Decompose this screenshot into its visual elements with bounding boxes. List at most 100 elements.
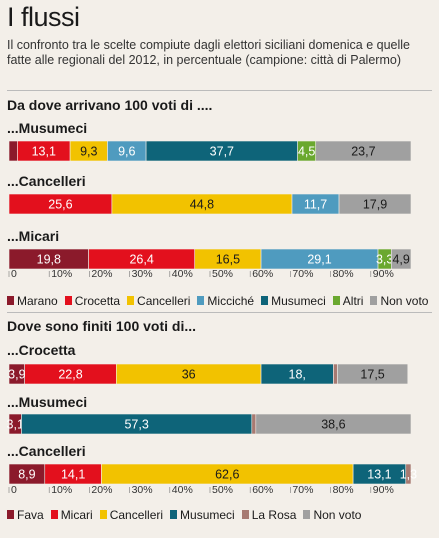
chart1-data-label: 16,5 xyxy=(216,253,240,267)
chart1-bar-non-voto-row1 xyxy=(315,140,412,162)
chart1-tick-label: 60% xyxy=(252,268,273,280)
divider xyxy=(7,312,432,313)
chart1-data-label: 4,9 xyxy=(392,253,409,267)
chart2-tick-label: 10% xyxy=(51,484,72,496)
legend-swatch xyxy=(332,296,340,305)
legend-label: Cancelleri xyxy=(137,294,191,308)
chart2-data-label: 22,8 xyxy=(58,368,82,382)
chart1-title: Da dove arrivano 100 voti di .... xyxy=(7,97,213,113)
chart1-tick-label: 40% xyxy=(172,268,193,280)
legend-item: Micari xyxy=(50,508,93,522)
legend-item: La Rosa xyxy=(241,508,296,522)
chart2-tick-label: 20% xyxy=(91,484,112,496)
legend-label: Musumeci xyxy=(271,294,326,308)
legend-swatch xyxy=(170,510,178,519)
chart2-data-label: 38,6 xyxy=(321,418,345,432)
chart1-tick-label: 30% xyxy=(132,268,153,280)
chart1-row2-label: ...Cancelleri xyxy=(7,173,86,189)
chart1-tick-label: 10% xyxy=(51,268,72,280)
legend-swatch xyxy=(64,296,72,305)
chart1-row3-label: ...Micari xyxy=(7,228,60,244)
legend-item: Non voto xyxy=(303,508,361,522)
chart2-tick-label: 40% xyxy=(172,484,193,496)
chart1-data-label: 3,3 xyxy=(376,253,393,267)
legend-item: Musumeci xyxy=(261,294,326,308)
legend-swatch xyxy=(7,296,14,305)
chart2-data-label: 14,1 xyxy=(61,468,85,482)
chart2-data-label: 13,1 xyxy=(367,468,391,482)
chart1-data-label: 37,7 xyxy=(210,145,234,159)
chart2-row1-label: ...Crocetta xyxy=(7,342,76,358)
legend-item: Musumeci xyxy=(170,508,235,522)
legend-swatch xyxy=(303,510,311,519)
legend-item: Fava xyxy=(7,508,44,522)
page-subtitle: Il confronto tra le scelte compiute dagl… xyxy=(7,38,410,67)
chart1-bar-non-voto-row3 xyxy=(391,248,412,270)
chart1-data-label: 9,6 xyxy=(118,145,135,159)
legend-label: Crocetta xyxy=(74,294,121,308)
divider xyxy=(7,90,432,91)
chart1-row1-label: ...Musumeci xyxy=(7,120,88,136)
legend-swatch xyxy=(7,510,14,519)
legend-item: Non voto xyxy=(370,294,428,308)
legend-item: Altri xyxy=(332,294,364,308)
legend-label: Fava xyxy=(17,508,44,522)
legend-label: Non voto xyxy=(380,294,429,308)
chart1-legend: Marano Crocetta Cancelleri Micciché Musumeci… xyxy=(7,294,437,308)
chart2-data-label: 3,9 xyxy=(8,368,25,382)
legend-label: Cancelleri xyxy=(109,508,164,522)
legend-swatch xyxy=(127,296,135,305)
chart2-data-label: 62,6 xyxy=(215,468,239,482)
legend-item: Cancelleri xyxy=(127,294,190,308)
chart2-tick-label: 90% xyxy=(373,484,394,496)
chart1-data-label: 25,6 xyxy=(48,198,72,212)
chart2-bar-la-rosa-row2 xyxy=(251,413,257,435)
legend-swatch xyxy=(50,510,58,519)
chart2-legend: Fava Micari Cancelleri Musumeci La Rosa Non v… xyxy=(7,508,437,522)
legend-label: Altri xyxy=(342,294,364,308)
chart2-row2-label: ...Musumeci xyxy=(7,394,88,410)
legend-swatch xyxy=(261,296,269,305)
legend-swatch xyxy=(241,510,249,519)
chart1-data-label: 44,8 xyxy=(190,198,214,212)
chart1-data-label: 29,1 xyxy=(307,253,331,267)
chart1-tick-label: 50% xyxy=(212,268,233,280)
chart2-bar-non-voto-row1 xyxy=(337,363,409,385)
chart2-title: Dove sono finiti 100 voti di... xyxy=(7,318,197,334)
chart2-tick-label: 60% xyxy=(252,484,273,496)
chart2-data-label: 3,1 xyxy=(7,418,24,432)
legend-label: Micciché xyxy=(207,294,255,308)
chart2-data-label: 1,3 xyxy=(400,468,417,482)
legend-item: Crocetta xyxy=(64,294,121,308)
chart1-data-label: 26,4 xyxy=(129,253,153,267)
legend-label: Marano xyxy=(17,294,58,308)
chart2-data-label: 57,3 xyxy=(124,418,148,432)
page-title: I flussi xyxy=(7,2,80,32)
chart2-tick-label: 0 xyxy=(11,484,17,496)
legend-swatch xyxy=(197,296,205,305)
chart2-bar-non-voto-row2 xyxy=(255,413,412,435)
chart2-data-label: 36 xyxy=(182,368,196,382)
chart2-data-label: 18, xyxy=(289,368,306,382)
chart2-tick-label: 80% xyxy=(333,484,354,496)
chart2-bar-la-rosa-row3 xyxy=(405,463,412,485)
chart1-data-label: 4,5 xyxy=(298,145,315,159)
chart2-data-label: 17,5 xyxy=(360,368,384,382)
chart2-tick-label: 50% xyxy=(212,484,233,496)
chart2-row3-label: ...Cancelleri xyxy=(7,443,86,459)
chart2-bar-la-rosa-row1 xyxy=(333,363,338,385)
chart1-bar-marano-row1 xyxy=(8,140,18,162)
legend-swatch xyxy=(370,296,378,305)
chart1-data-label: 19,8 xyxy=(37,253,61,267)
chart1-tick-label: 0 xyxy=(11,268,17,280)
legend-label: Non voto xyxy=(313,508,362,522)
legend-label: Musumeci xyxy=(180,508,235,522)
legend-item: Cancelleri xyxy=(99,508,164,522)
legend-label: Micari xyxy=(60,508,93,522)
chart1-bar-non-voto-row2 xyxy=(338,193,412,215)
chart1-tick-label: 80% xyxy=(333,268,354,280)
chart1-data-label: 11,7 xyxy=(304,198,327,212)
chart1-data-label: 13,1 xyxy=(32,145,56,159)
legend-item: Marano xyxy=(7,294,58,308)
